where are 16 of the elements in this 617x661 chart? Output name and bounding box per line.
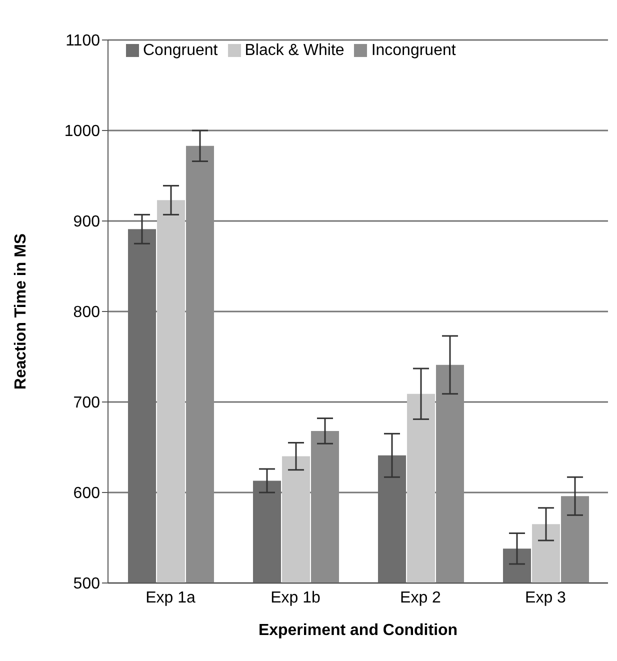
y-axis-title: Reaction Time in MS [12,233,30,390]
y-tick-label: 900 [73,214,100,231]
y-tick-label: 1000 [64,123,100,140]
x-tick-label: Exp 1a [146,589,196,606]
y-tick-label: 800 [73,304,100,322]
legend-label: Congruent [143,42,218,59]
y-tick-label: 600 [73,485,100,502]
y-tick-label: 1100 [66,32,100,50]
x-tick-label: Exp 3 [525,589,566,606]
x-axis-title: Experiment and Condition [258,622,458,639]
legend-label: Black & White [244,42,344,59]
legend-label: Incongruent [371,42,456,59]
y-tick-label: 700 [73,394,100,412]
y-tick-label: 500 [73,576,100,593]
x-tick-label: Exp 1b [270,589,321,606]
x-tick-label: Exp 2 [400,589,442,606]
